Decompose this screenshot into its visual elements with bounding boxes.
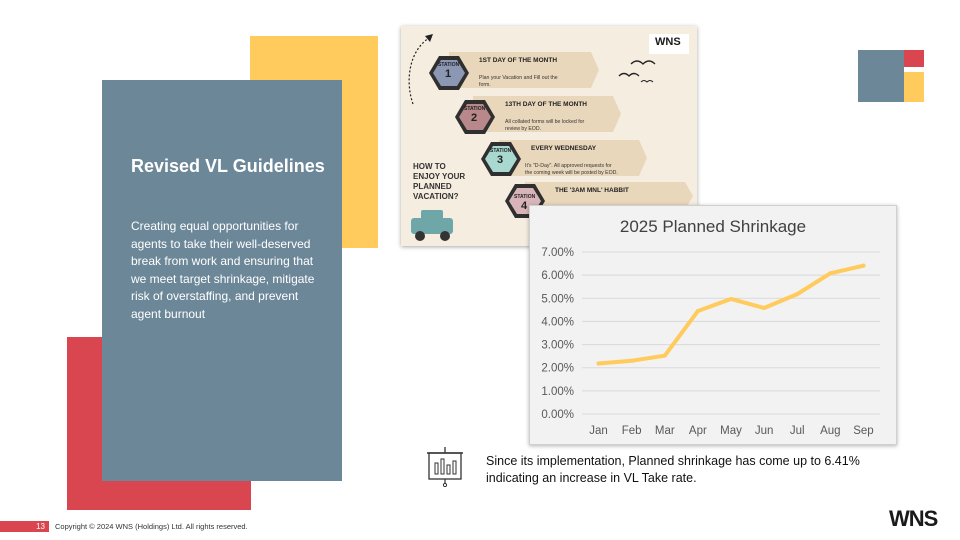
data-point bbox=[629, 358, 634, 363]
station-desc: It's "D-Day". All approved requests for t… bbox=[525, 163, 618, 176]
data-point bbox=[729, 296, 733, 301]
x-tick-label: Jun bbox=[755, 425, 774, 437]
slide-title: Revised VL Guidelines bbox=[131, 156, 325, 176]
station-number: 3 bbox=[497, 154, 504, 166]
station-badge: STATION bbox=[514, 194, 536, 200]
y-tick-label: 1.00% bbox=[541, 386, 574, 398]
x-tick-label: May bbox=[720, 425, 742, 437]
y-tick-label: 2.00% bbox=[541, 363, 574, 375]
y-tick-label: 6.00% bbox=[541, 270, 574, 282]
page-number: 13 bbox=[0, 521, 49, 532]
y-tick-label: 3.00% bbox=[541, 340, 574, 352]
station-number: 1 bbox=[445, 68, 452, 80]
data-point bbox=[596, 361, 601, 366]
series-line bbox=[596, 263, 866, 366]
station-badge: STATION bbox=[464, 106, 486, 112]
station-title: EVERY WEDNESDAY bbox=[531, 145, 597, 152]
corner-red-block bbox=[904, 50, 924, 67]
dotted-arrow-icon bbox=[408, 37, 430, 105]
station-title: 13TH DAY OF THE MONTH bbox=[505, 101, 587, 108]
shrinkage-chart: 2025 Planned Shrinkage 0.00% 1.00% 2.00% 3.… bbox=[529, 205, 897, 445]
chart-board-icon bbox=[427, 447, 463, 488]
chart-title: 2025 Planned Shrinkage bbox=[619, 217, 807, 236]
car-icon bbox=[411, 218, 453, 234]
data-point bbox=[662, 353, 667, 358]
station-title: 1ST DAY OF THE MONTH bbox=[479, 57, 558, 64]
x-tick-label: Feb bbox=[622, 425, 642, 437]
x-tick-label: Apr bbox=[689, 425, 707, 437]
bird-icon bbox=[640, 80, 654, 83]
station-desc: Plan your Vacation and Fill out the form. bbox=[479, 75, 558, 88]
station-number: 4 bbox=[521, 200, 528, 212]
station-badge: STATION bbox=[438, 62, 460, 68]
y-tick-label: 5.00% bbox=[541, 293, 574, 305]
x-tick-label: Jan bbox=[589, 425, 608, 437]
bird-icon bbox=[618, 72, 640, 77]
copyright-text: Copyright © 2024 WNS (Holdings) Ltd. All… bbox=[55, 522, 248, 531]
station-desc: All collated forms will be locked for rev… bbox=[505, 119, 585, 132]
station-badge: STATION bbox=[490, 148, 512, 154]
y-tick-label: 4.00% bbox=[541, 316, 574, 328]
station-title: THE '3AM MNL' HABBIT bbox=[555, 187, 629, 194]
x-tick-label: Sep bbox=[853, 425, 873, 437]
slide-body-text: Creating equal opportunities for agents … bbox=[131, 219, 315, 321]
company-logo: WNS bbox=[889, 506, 938, 531]
x-tick-label: Jul bbox=[790, 425, 805, 437]
shrinkage-note: Since its implementation, Planned shrink… bbox=[486, 454, 860, 485]
station-number: 2 bbox=[471, 112, 478, 124]
data-point bbox=[861, 263, 866, 268]
x-tick-label: Mar bbox=[655, 425, 675, 437]
data-point bbox=[795, 292, 800, 297]
arrow-head-icon bbox=[425, 34, 433, 42]
data-point bbox=[828, 271, 833, 276]
corner-blue-block bbox=[858, 50, 904, 102]
text-panel bbox=[102, 80, 342, 481]
y-tick-label: 0.00% bbox=[541, 409, 574, 421]
x-tick-label: Aug bbox=[820, 425, 840, 437]
infographic-logo: WNS bbox=[655, 36, 681, 48]
data-point bbox=[762, 306, 767, 311]
infographic-graphic bbox=[408, 34, 693, 241]
chart-plot: 0.00% 1.00% 2.00% 3.00% 4.00% 5.00% 6.00% 7.00%… bbox=[541, 247, 880, 437]
infographic-heading: HOW TO ENJOY YOUR PLANNED VACATION? bbox=[413, 162, 466, 201]
corner-yellow-block bbox=[904, 72, 924, 102]
data-point bbox=[695, 309, 700, 314]
bird-icon bbox=[630, 60, 656, 65]
y-tick-label: 7.00% bbox=[541, 247, 574, 259]
